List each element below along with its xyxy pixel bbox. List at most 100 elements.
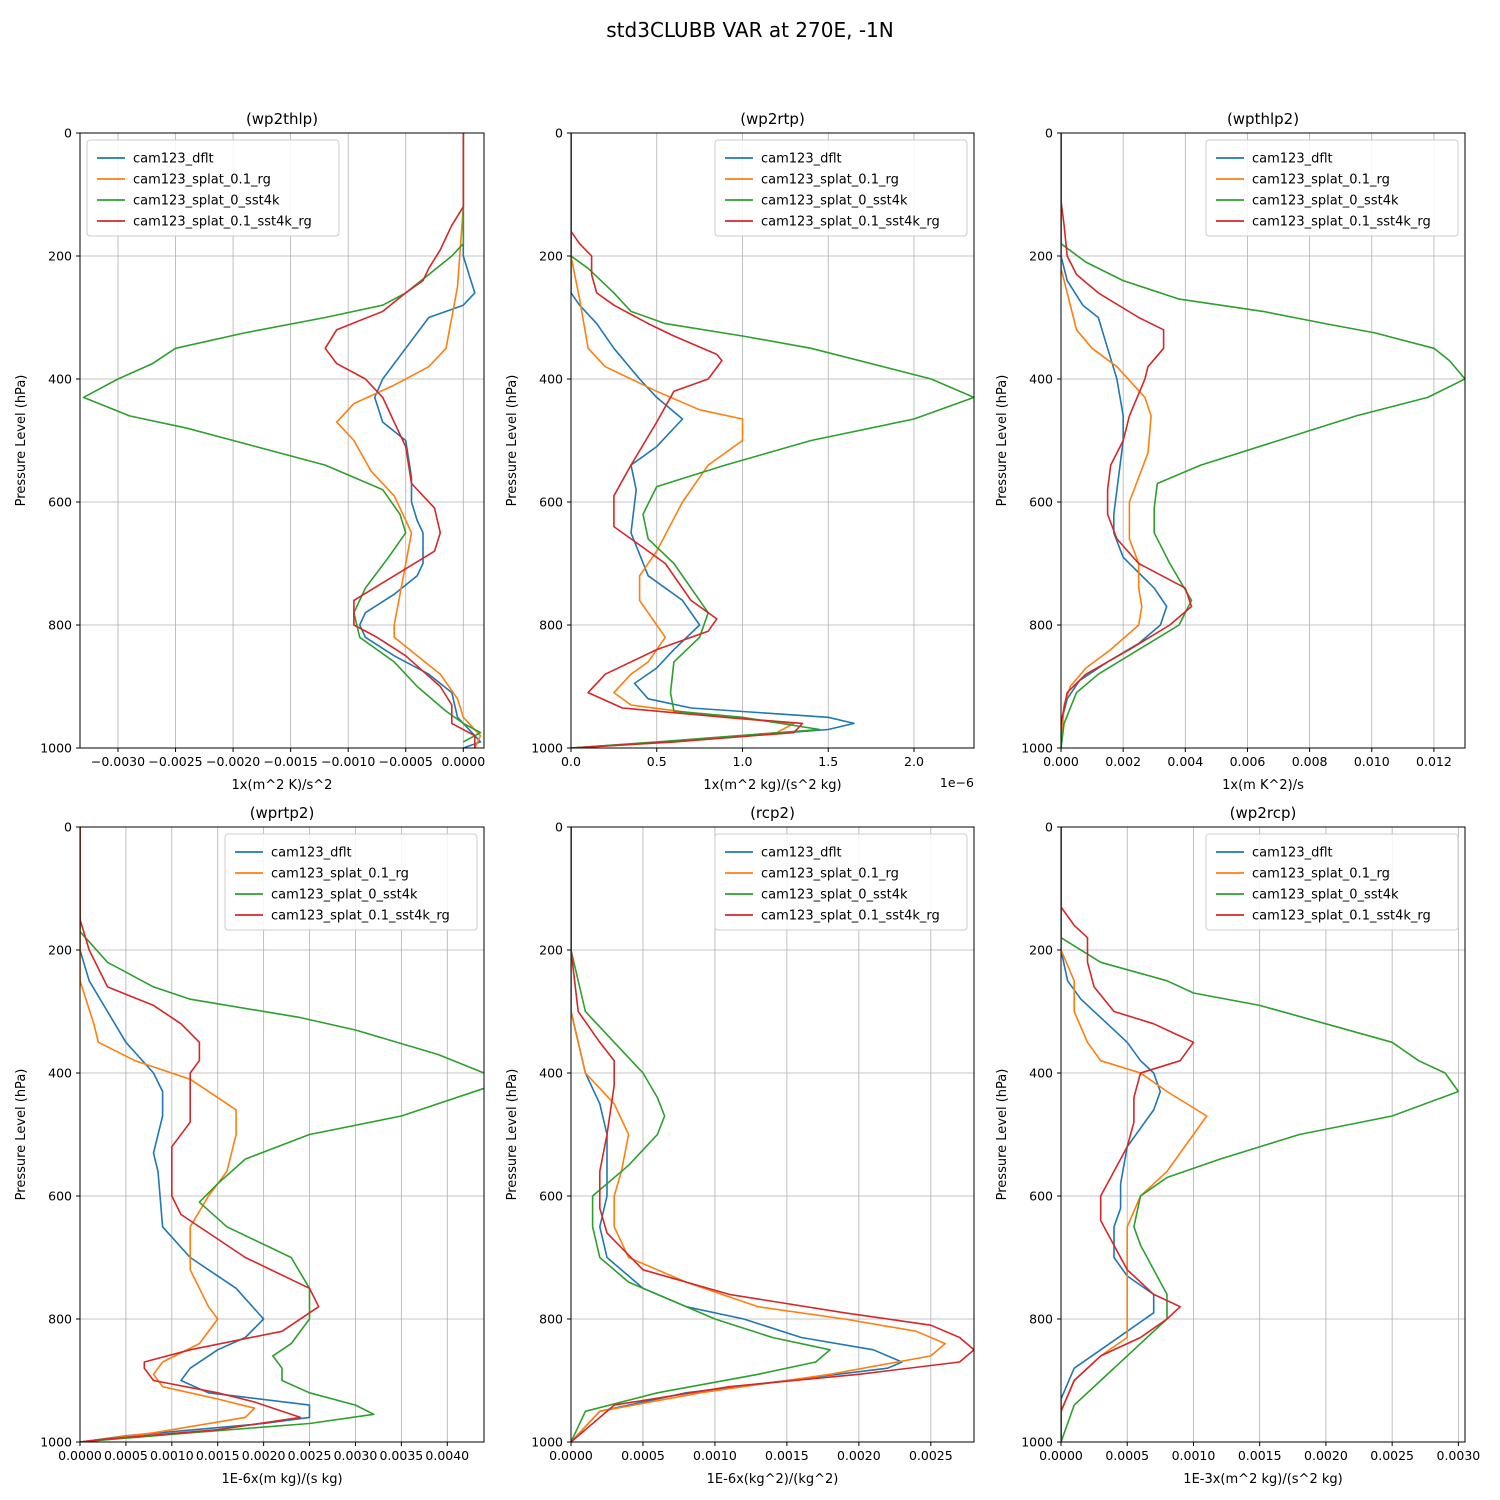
x-tick-label: 0.5 xyxy=(647,754,667,769)
legend-label: cam123_splat_0_sst4k xyxy=(1252,194,1399,209)
chart-panel-5: 0.0000 0.0005 0.0010 0.0015 0.0020 0.0025 0 200… xyxy=(505,804,975,1487)
x-tick-label: 0.0000 xyxy=(549,1448,593,1463)
legend-label: cam123_dflt xyxy=(1252,846,1333,861)
legend-label: cam123_splat_0_sst4k xyxy=(271,888,418,903)
legend: cam123_dflt cam123_splat_0.1_rg cam123_spl… xyxy=(1205,139,1459,237)
x-tick-label: 0.008 xyxy=(1292,754,1328,769)
x-tick-label: 0.0015 xyxy=(765,1448,809,1463)
x-tick-label: 0.0005 xyxy=(104,1448,148,1463)
legend-box xyxy=(714,833,968,931)
legend-label: cam123_dflt xyxy=(271,846,352,861)
chart-panel-6: 0.0000 0.0005 0.0010 0.0015 0.0020 0.0025 0.00… xyxy=(995,804,1480,1487)
series-line-cam123_dflt xyxy=(1061,827,1162,1442)
x-tick-label: 0.0000 xyxy=(58,1448,102,1463)
legend-label: cam123_splat_0.1_sst4k_rg xyxy=(761,909,940,924)
series-line-cam123_splat_0_sst4k xyxy=(1061,133,1465,748)
y-tick-label: 400 xyxy=(1029,1066,1053,1081)
legend-label: cam123_splat_0_sst4k xyxy=(133,194,280,209)
chart-panel-4: 0.0000 0.0005 0.0010 0.0015 0.0020 0.0025 0.00… xyxy=(14,804,485,1487)
series-lines xyxy=(571,133,974,748)
panel-title: (wp2rtp) xyxy=(740,110,805,128)
y-tick-label: 800 xyxy=(48,1312,72,1327)
y-tick-label: 200 xyxy=(539,249,563,264)
series-line-cam123_splat_0.1_rg xyxy=(1061,827,1208,1442)
x-tick-label: 0.0020 xyxy=(837,1448,881,1463)
x-tick-label: −0.0005 xyxy=(379,754,433,769)
x-tick-label: −0.0020 xyxy=(206,754,260,769)
y-tick-label: 1000 xyxy=(1021,1435,1053,1450)
x-tick-label: −0.0015 xyxy=(264,754,318,769)
series-line-cam123_splat_0.1_sst4k_rg xyxy=(324,133,476,748)
x-axis-label: 1x(m K^2)/s xyxy=(1222,778,1304,793)
legend-label: cam123_splat_0_sst4k xyxy=(1252,888,1399,903)
y-tick-label: 800 xyxy=(48,618,72,633)
axes-frame xyxy=(1060,826,1466,1443)
x-tick-label: −0.0025 xyxy=(148,754,202,769)
series-line-cam123_dflt xyxy=(571,133,855,748)
y-tick-label: 600 xyxy=(539,495,563,510)
series-line-cam123_splat_0_sst4k xyxy=(1061,827,1460,1442)
x-tick-label: 2.0 xyxy=(904,754,924,769)
y-tick-label: 1000 xyxy=(531,1435,563,1450)
series-line-cam123_splat_0.1_sst4k_rg xyxy=(80,827,320,1442)
y-tick-label: 1000 xyxy=(40,1435,72,1450)
legend: cam123_dflt cam123_splat_0.1_rg cam123_spl… xyxy=(714,833,968,931)
y-tick-label: 600 xyxy=(539,1189,563,1204)
y-tick-label: 800 xyxy=(1029,618,1053,633)
x-offset-text: 1e−6 xyxy=(940,775,974,790)
legend-label: cam123_splat_0.1_rg xyxy=(761,173,899,188)
y-tick-label: 600 xyxy=(48,1189,72,1204)
x-tick-label: 0.0 xyxy=(561,754,581,769)
series-line-cam123_splat_0.1_rg xyxy=(335,133,482,748)
y-tick-label: 200 xyxy=(1029,249,1053,264)
x-tick-label: 0.0015 xyxy=(1238,1448,1282,1463)
legend-label: cam123_splat_0.1_rg xyxy=(271,867,409,882)
x-tick-label: 0.012 xyxy=(1416,754,1452,769)
series-line-cam123_dflt xyxy=(358,133,482,748)
y-tick-label: 600 xyxy=(48,495,72,510)
legend-box xyxy=(714,139,968,237)
y-tick-label: 200 xyxy=(48,943,72,958)
x-axis-label: 1x(m^2 kg)/(s^2 kg) xyxy=(703,778,841,793)
panel-title: (wp2thlp) xyxy=(246,110,318,128)
chart-panel-3: 0.000 0.002 0.004 0.006 0.008 0.010 0.012 0 200 4… xyxy=(995,110,1466,793)
series-line-cam123_splat_0.1_rg xyxy=(80,827,256,1442)
x-tick-label: 0.0000 xyxy=(441,754,485,769)
y-tick-label: 0 xyxy=(1045,820,1053,835)
series-line-cam123_splat_0_sst4k xyxy=(571,827,831,1442)
x-tick-label: −0.0010 xyxy=(321,754,375,769)
x-tick-label: 0.0010 xyxy=(693,1448,737,1463)
x-tick-label: 0.000 xyxy=(1043,754,1079,769)
x-tick-label: 0.0030 xyxy=(1437,1448,1481,1463)
y-tick-label: 0 xyxy=(555,820,563,835)
x-tick-label: 0.0030 xyxy=(334,1448,378,1463)
series-lines xyxy=(1061,827,1460,1442)
panel-title: (wpthlp2) xyxy=(1227,110,1299,128)
legend-label: cam123_splat_0_sst4k xyxy=(761,194,908,209)
y-tick-label: 0 xyxy=(64,820,72,835)
x-tick-label: 0.0025 xyxy=(288,1448,332,1463)
legend: cam123_dflt cam123_splat_0.1_rg cam123_spl… xyxy=(1205,833,1459,931)
y-tick-label: 200 xyxy=(539,943,563,958)
legend-box xyxy=(224,833,478,931)
x-axis-label: 1E-6x(kg^2)/(kg^2) xyxy=(707,1472,839,1487)
y-tick-label: 600 xyxy=(1029,495,1053,510)
axes-frame xyxy=(1060,132,1466,749)
x-tick-label: 1.5 xyxy=(818,754,838,769)
series-line-cam123_splat_0.1_sst4k_rg xyxy=(1061,827,1195,1442)
y-axis-label: Pressure Level (hPa) xyxy=(14,1069,29,1201)
series-line-cam123_dflt xyxy=(1061,133,1168,748)
series-lines xyxy=(82,133,482,748)
y-tick-label: 0 xyxy=(555,126,563,141)
y-tick-label: 0 xyxy=(64,126,72,141)
x-tick-label: −0.0030 xyxy=(91,754,145,769)
y-tick-label: 400 xyxy=(539,1066,563,1081)
x-tick-label: 0.0005 xyxy=(1105,1448,1149,1463)
x-tick-label: 0.010 xyxy=(1354,754,1390,769)
legend-label: cam123_splat_0_sst4k xyxy=(761,888,908,903)
x-tick-label: 0.0020 xyxy=(242,1448,286,1463)
x-tick-label: 0.002 xyxy=(1105,754,1141,769)
legend-label: cam123_splat_0.1_rg xyxy=(1252,867,1390,882)
x-tick-label: 0.0035 xyxy=(379,1448,423,1463)
x-tick-label: 0.0025 xyxy=(909,1448,953,1463)
